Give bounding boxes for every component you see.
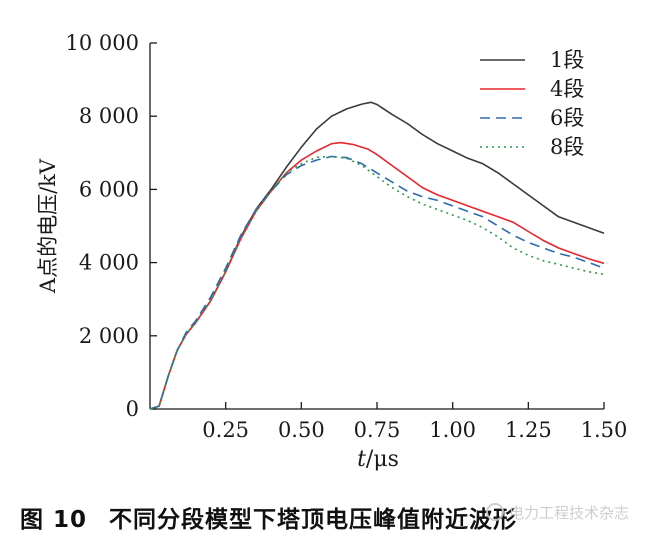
x-tick-label: 0.75 — [354, 418, 401, 442]
y-tick-label: 4 000 — [79, 251, 139, 275]
x-axis-label: t/μs — [357, 447, 399, 472]
figure-number: 图 10 — [20, 507, 88, 533]
series-line-2 — [149, 141, 605, 410]
watermark-text: 电力工程技术杂志 — [509, 504, 630, 522]
y-tick-label: 8 000 — [79, 104, 139, 128]
series-line-3 — [149, 155, 605, 410]
x-tick-label: 1.00 — [429, 418, 476, 442]
legend-label: 1段 — [550, 48, 584, 72]
chart-axes: 0 2 000 4 000 6 000 8 000 10 000 0.25 0.50 0.75 1… — [66, 31, 628, 442]
y-tick-label: 2 000 — [79, 324, 139, 348]
y-tick-label: 10 000 — [66, 31, 139, 55]
x-tick-label: 0.50 — [278, 418, 325, 442]
x-tick-label: 0.25 — [202, 418, 249, 442]
y-axis-label: A点的电压/kV — [36, 158, 60, 294]
chart-plot-area — [149, 101, 605, 410]
legend-label: 8段 — [550, 135, 584, 159]
watermark: 电力工程技术杂志 — [486, 502, 662, 532]
y-tick-label: 0 — [126, 397, 139, 421]
wechat-icon — [486, 503, 504, 521]
x-axis-label-variable: t — [357, 447, 366, 472]
legend-label: 4段 — [550, 77, 584, 101]
figure-title: 不同分段模型下塔顶电压峰值附近波形 — [109, 507, 518, 533]
x-axis-label-unit: /μs — [366, 447, 399, 472]
legend-label: 6段 — [550, 106, 584, 130]
series-line-1 — [149, 101, 605, 410]
x-tick-label: 1.50 — [581, 418, 628, 442]
chart-legend: 1段 4段 6段 8段 — [480, 48, 584, 159]
y-tick-label: 6 000 — [79, 177, 139, 201]
x-tick-label: 1.25 — [505, 418, 552, 442]
figure-caption: 图 10 不同分段模型下塔顶电压峰值附近波形 — [20, 500, 660, 536]
